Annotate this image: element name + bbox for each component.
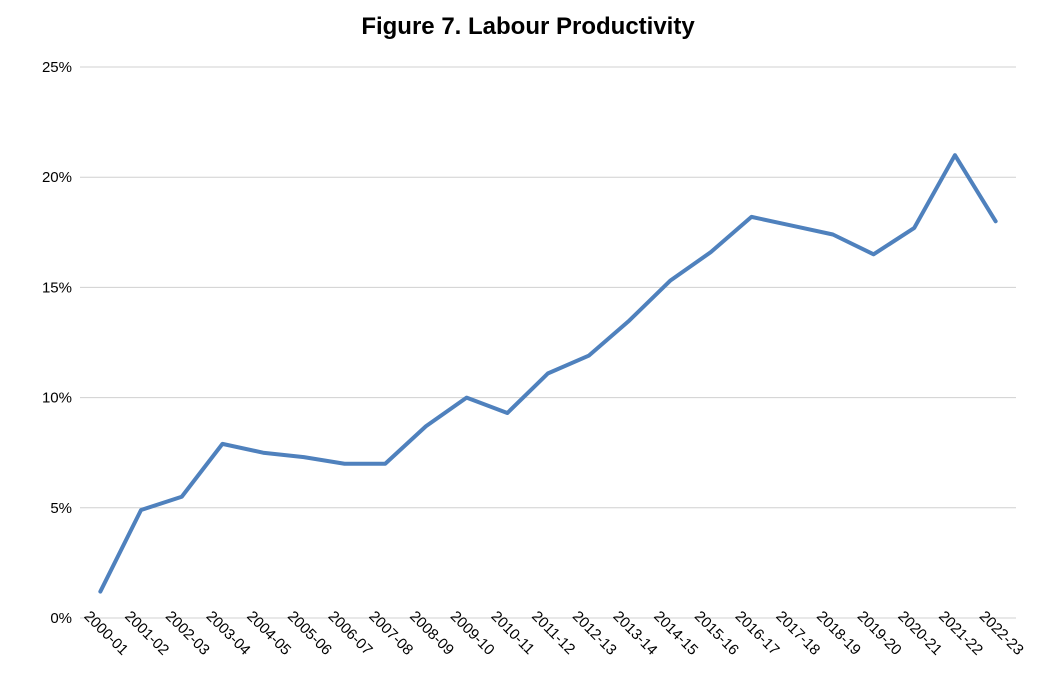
data-point: [627, 318, 631, 322]
x-tick-label: 2012-13: [569, 608, 620, 659]
y-tick-label: 0%: [50, 610, 72, 627]
data-point: [831, 233, 835, 237]
data-point: [953, 153, 957, 157]
data-point: [749, 215, 753, 219]
data-point: [668, 279, 672, 283]
x-tick-label: 2009-10: [447, 608, 498, 659]
x-tick-label: 2004-05: [243, 608, 294, 659]
data-point: [180, 495, 184, 499]
x-tick-label: 2013-14: [610, 608, 661, 659]
y-tick-label: 15%: [42, 279, 72, 296]
x-tick-label: 2021-22: [935, 608, 986, 659]
data-point: [343, 462, 347, 466]
data-point: [98, 590, 102, 594]
y-tick-label: 20%: [42, 169, 72, 186]
data-point: [994, 219, 998, 223]
x-tick-label: 2018-19: [813, 608, 864, 659]
x-tick-label: 2005-06: [284, 608, 335, 659]
x-tick-label: 2002-03: [162, 608, 213, 659]
data-point: [505, 411, 509, 415]
data-point: [546, 371, 550, 375]
x-tick-label: 2014-15: [650, 608, 701, 659]
data-point: [790, 224, 794, 228]
x-tick-label: 2001-02: [121, 608, 172, 659]
x-tick-label: 2022-23: [976, 608, 1027, 659]
y-tick-label: 5%: [50, 500, 72, 517]
data-point: [424, 424, 428, 428]
chart-title: Figure 7. Labour Productivity: [361, 13, 695, 40]
data-point: [465, 396, 469, 400]
series-layer: [98, 153, 998, 594]
data-point: [139, 508, 143, 512]
data-point: [912, 226, 916, 230]
x-tick-label: 2015-16: [691, 608, 742, 659]
series-line: [98, 153, 998, 594]
y-axis-tick-labels: 0% 5% 10% 15% 20% 25%: [42, 59, 72, 627]
data-point: [302, 455, 306, 459]
x-axis-tick-labels: 2000-012001-022002-032003-042004-052005-…: [81, 608, 1027, 659]
data-point: [709, 250, 713, 254]
x-tick-label: 2011-12: [528, 608, 578, 658]
x-tick-label: 2016-17: [732, 608, 783, 659]
data-point: [220, 442, 224, 446]
x-tick-label: 2019-20: [854, 608, 905, 659]
y-tick-label: 25%: [42, 59, 72, 76]
x-tick-label: 2010-11: [488, 608, 538, 658]
data-point: [383, 462, 387, 466]
x-tick-label: 2000-01: [81, 608, 132, 659]
x-tick-label: 2008-09: [406, 608, 457, 659]
data-point: [261, 451, 265, 455]
gridlines: [80, 66, 1016, 619]
x-tick-label: 2017-18: [772, 608, 823, 659]
data-point: [587, 354, 591, 358]
x-tick-label: 2020-21: [894, 608, 945, 659]
y-tick-label: 10%: [42, 390, 72, 407]
data-point: [872, 252, 876, 256]
x-tick-label: 2007-08: [365, 608, 416, 659]
x-tick-label: 2006-07: [325, 608, 376, 659]
x-tick-label: 2003-04: [203, 608, 254, 659]
